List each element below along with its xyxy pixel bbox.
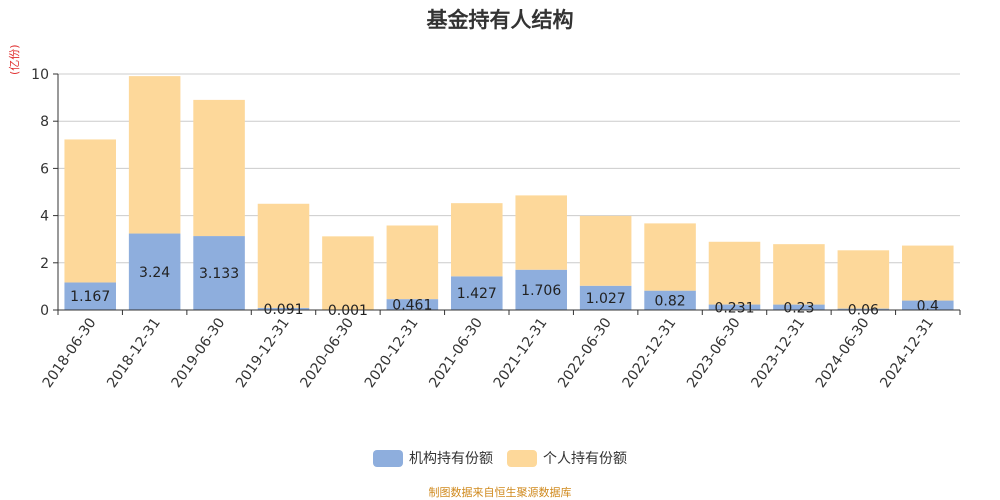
x-tick-label-2018-12-31: 2018-12-31 xyxy=(104,315,164,391)
bar-institutional-2021-06-30 xyxy=(451,276,503,310)
bar-individual-2018-12-31 xyxy=(128,76,181,234)
bar-individual-2024-06-30 xyxy=(837,250,890,309)
data-label-institutional-2018-06-30: 1.167 xyxy=(70,289,110,305)
bar-individual-2019-06-30 xyxy=(193,99,245,237)
y-tick-label: 10 xyxy=(31,67,49,83)
data-label-institutional-2022-06-30: 1.027 xyxy=(586,291,626,307)
bar-institutional-2022-12-31 xyxy=(644,290,696,310)
bar-institutional-2021-12-31 xyxy=(515,269,567,310)
x-tick-label-2019-12-31: 2019-12-31 xyxy=(233,315,293,391)
legend-item-institutional[interactable]: 机构持有份额 xyxy=(373,448,493,468)
bar-institutional-2023-06-30 xyxy=(708,304,761,310)
bar-institutional-2024-06-30 xyxy=(837,308,890,310)
x-tick-label-2024-12-31: 2024-12-31 xyxy=(877,315,937,391)
data-label-institutional-2024-12-31: 0.4 xyxy=(917,298,939,314)
data-label-institutional-2022-12-31: 0.82 xyxy=(654,293,685,309)
bar-institutional-2020-12-31 xyxy=(386,299,439,310)
bar-institutional-2019-06-30 xyxy=(193,236,245,310)
data-label-institutional-2023-12-31: 0.23 xyxy=(783,300,814,316)
y-tick-label: 2 xyxy=(40,256,49,272)
bar-individual-2022-06-30 xyxy=(579,215,632,286)
legend-swatch-individual xyxy=(507,449,537,467)
data-label-institutional-2018-12-31: 3.24 xyxy=(139,265,170,281)
legend-label-institutional: 机构持有份额 xyxy=(409,451,493,467)
data-label-institutional-2023-06-30: 0.231 xyxy=(714,300,754,316)
x-tick-label-2021-12-31: 2021-12-31 xyxy=(491,315,551,391)
x-tick-label-2021-06-30: 2021-06-30 xyxy=(426,315,486,391)
data-label-institutional-2020-12-31: 0.461 xyxy=(392,298,432,314)
bar-individual-2023-12-31 xyxy=(773,244,825,305)
bar-institutional-2024-12-31 xyxy=(902,300,954,310)
legend: 机构持有份额 个人持有份额 xyxy=(0,448,1000,468)
bar-individual-2021-06-30 xyxy=(451,203,503,277)
y-tick-label: 6 xyxy=(40,161,49,177)
bar-institutional-2018-06-30 xyxy=(64,282,116,310)
bar-institutional-2022-06-30 xyxy=(579,285,632,310)
x-tick-label-2018-06-30: 2018-06-30 xyxy=(40,315,100,391)
x-tick-label-2020-12-31: 2020-12-31 xyxy=(362,315,422,391)
data-label-institutional-2019-06-30: 3.133 xyxy=(199,266,239,282)
y-tick-label: 4 xyxy=(40,209,49,225)
chart-title: 基金持有人结构 xyxy=(426,8,574,32)
bar-institutional-2018-12-31 xyxy=(128,233,181,310)
bar-individual-2024-12-31 xyxy=(902,245,954,301)
data-label-institutional-2020-06-30: 0.001 xyxy=(328,303,368,319)
bar-individual-2021-12-31 xyxy=(515,195,567,270)
legend-label-individual: 个人持有份额 xyxy=(543,451,627,467)
bar-individual-2019-12-31 xyxy=(257,203,310,308)
y-tick-label: 8 xyxy=(40,114,49,130)
source-note: 制图数据来自恒生聚源数据库 xyxy=(428,486,572,499)
x-tick-label-2022-06-30: 2022-06-30 xyxy=(555,315,615,391)
x-tick-label-2024-06-30: 2024-06-30 xyxy=(813,315,873,391)
legend-swatch-institutional xyxy=(373,449,403,467)
bar-individual-2023-06-30 xyxy=(708,241,761,305)
x-tick-label-2020-06-30: 2020-06-30 xyxy=(297,315,357,391)
x-tick-label-2022-12-31: 2022-12-31 xyxy=(620,315,680,391)
x-tick-label-2023-12-31: 2023-12-31 xyxy=(748,315,808,391)
data-label-institutional-2021-06-30: 1.427 xyxy=(457,286,497,302)
bar-institutional-2019-12-31 xyxy=(257,307,310,310)
data-label-institutional-2021-12-31: 1.706 xyxy=(521,283,561,299)
bar-individual-2018-06-30 xyxy=(64,139,116,283)
bar-individual-2020-12-31 xyxy=(386,225,439,300)
x-tick-label-2023-06-30: 2023-06-30 xyxy=(684,315,744,391)
bar-individual-2020-06-30 xyxy=(322,236,374,310)
y-tick-label: 0 xyxy=(40,303,49,319)
legend-item-individual[interactable]: 个人持有份额 xyxy=(507,448,627,468)
bar-institutional-2023-12-31 xyxy=(773,304,825,310)
bar-individual-2022-12-31 xyxy=(644,223,696,291)
x-tick-label-2019-06-30: 2019-06-30 xyxy=(169,315,229,391)
